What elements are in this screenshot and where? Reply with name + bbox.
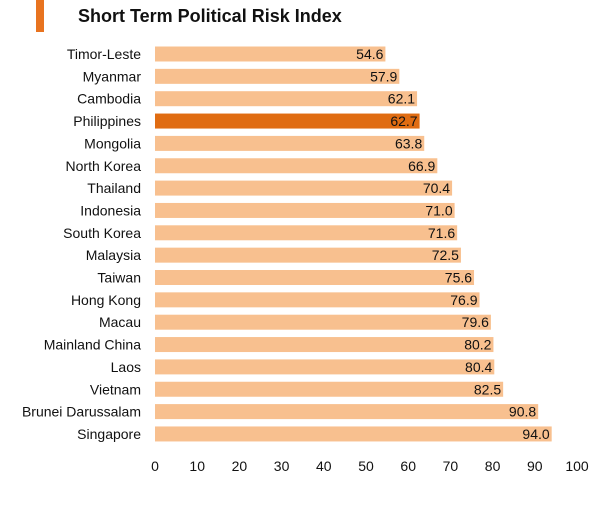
chart-title: Short Term Political Risk Index [78,6,342,26]
title-accent-bar [36,0,44,32]
bar [155,270,475,285]
x-tick-label: 70 [443,458,459,474]
bar [155,337,494,353]
data-label: 70.4 [423,180,450,196]
data-label: 79.6 [462,314,489,330]
data-label: 54.6 [356,46,383,62]
bar [155,91,418,107]
category-label: South Korea [63,225,141,241]
bar [155,46,386,62]
bar [155,381,504,397]
x-tick-label: 20 [232,458,248,474]
bar [155,359,495,375]
bar [155,113,420,129]
bar [155,180,453,196]
bar [155,158,438,174]
category-label: Laos [111,359,141,375]
bar [155,202,455,218]
category-label: Indonesia [80,202,141,218]
data-label: 71.6 [428,225,455,241]
x-tick-label: 100 [565,458,589,474]
x-tick-label: 90 [527,458,543,474]
category-label: Myanmar [83,68,142,84]
category-label: Thailand [87,180,141,196]
bar [155,314,491,330]
x-tick-label: 60 [400,458,416,474]
category-label: Mainland China [44,337,141,353]
category-label: Hong Kong [71,292,141,308]
bar [155,404,539,420]
data-label: 72.5 [432,247,459,263]
category-label: North Korea [66,158,142,174]
data-label: 62.7 [390,113,417,129]
x-tick-label: 50 [358,458,374,474]
data-label: 75.6 [445,270,472,286]
category-label: Taiwan [97,270,141,286]
category-label: Malaysia [86,247,141,263]
data-label: 71.0 [425,202,452,218]
category-label: Vietnam [90,381,141,397]
data-label: 76.9 [450,292,477,308]
data-label: 82.5 [474,381,501,397]
data-label: 63.8 [395,135,422,151]
bar [155,135,425,151]
data-label: 66.9 [408,158,435,174]
category-label: Cambodia [77,91,141,107]
category-label: Brunei Darussalam [22,404,141,420]
data-label: 62.1 [388,91,415,107]
data-label: 57.9 [370,68,397,84]
category-label: Philippines [73,113,141,129]
x-tick-label: 80 [485,458,501,474]
data-label: 80.4 [465,359,492,375]
bar [155,247,461,263]
x-tick-label: 0 [151,458,159,474]
x-tick-label: 10 [189,458,205,474]
x-tick-label: 30 [274,458,290,474]
bar [155,68,400,84]
category-label: Macau [99,314,141,330]
data-label: 94.0 [522,426,549,442]
bar [155,225,458,241]
bar [155,426,552,442]
x-tick-label: 40 [316,458,332,474]
bar [155,292,480,308]
category-label: Timor-Leste [67,46,141,62]
data-label: 90.8 [509,404,536,420]
data-label: 80.2 [464,337,491,353]
category-label: Mongolia [84,135,141,151]
category-label: Singapore [77,426,141,442]
